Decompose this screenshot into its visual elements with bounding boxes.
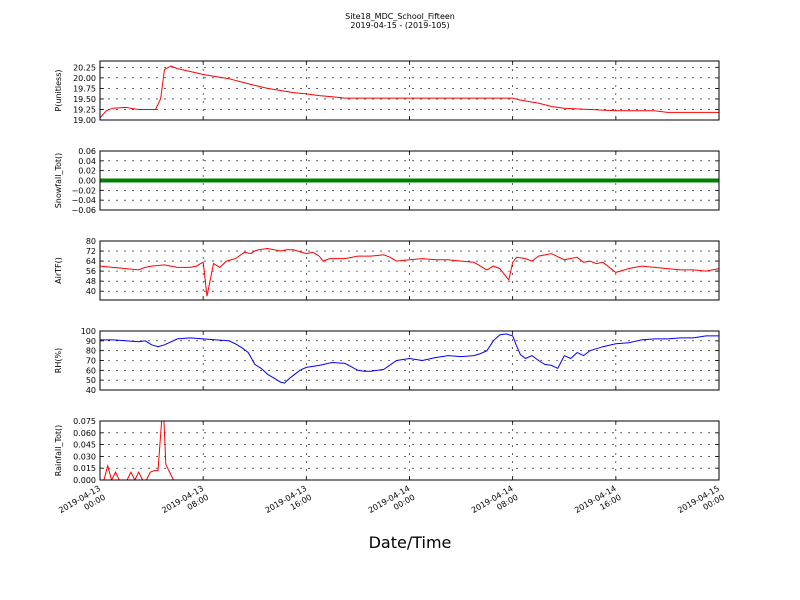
x-axis-label: Date/Time xyxy=(368,533,452,552)
y-tick-label: 80 xyxy=(86,347,96,356)
series-line xyxy=(100,65,719,119)
series-line xyxy=(100,247,719,297)
y-tick-label: 70 xyxy=(86,357,96,366)
y-tick-label: 19.00 xyxy=(73,116,96,125)
y-tick-label: 19.50 xyxy=(73,95,96,104)
y-tick-label: 90 xyxy=(86,337,96,346)
plot-frame xyxy=(99,60,720,121)
plot-frame xyxy=(99,420,720,481)
subplot-2: −0.06−0.04−0.020.000.020.040.06 Snowfall_… xyxy=(54,147,720,215)
y-tick-label: −0.06 xyxy=(71,206,96,215)
y-tick-label: 100 xyxy=(81,327,96,336)
chart-title: Site18_MDC_School_Fifteen xyxy=(345,12,455,21)
y-tick-label: 19.25 xyxy=(73,105,96,114)
y-tick-label: 64 xyxy=(86,257,96,266)
y-axis-label: Snowfall_Tot() xyxy=(54,153,63,209)
plot-frame xyxy=(99,240,720,301)
subplot-5: 0.000 0.015 0.030 0.045 0.060 0.075 Rainfall_T… xyxy=(54,417,720,485)
y-tick-label: 50 xyxy=(86,376,96,385)
y-axis-label: P(unitless) xyxy=(54,69,63,111)
y-tick-label: 40 xyxy=(86,287,96,296)
y-tick-label: 56 xyxy=(86,267,96,276)
series-line xyxy=(100,421,719,480)
y-tick-label: 0.045 xyxy=(73,441,96,450)
plot-frame xyxy=(99,150,720,211)
y-tick-label: −0.02 xyxy=(71,186,96,195)
y-tick-label: 19.75 xyxy=(73,84,96,93)
series-line xyxy=(100,333,719,384)
y-tick-label: 0.015 xyxy=(73,464,96,473)
y-axis-label: RH(%) xyxy=(54,348,63,373)
y-tick-label: 0.06 xyxy=(78,147,96,156)
y-tick-label: 20.25 xyxy=(73,63,96,72)
y-tick-label: 0.00 xyxy=(78,177,96,186)
plot-frame xyxy=(99,330,720,391)
y-tick-label: 80 xyxy=(86,237,96,246)
y-tick-label: 60 xyxy=(86,366,96,375)
y-tick-label: 48 xyxy=(86,277,96,286)
y-axis-label: Rainfall_Tot() xyxy=(54,425,63,477)
y-axis-label: AirTF() xyxy=(54,257,63,284)
y-tick-label: 0.000 xyxy=(73,476,96,485)
y-tick-label: 20.00 xyxy=(73,74,96,83)
y-tick-label: 0.02 xyxy=(78,167,96,176)
y-tick-label: 0.060 xyxy=(73,429,96,438)
y-tick-label: −0.04 xyxy=(71,196,96,205)
chart-subtitle: 2019-04-15 - (2019-105) xyxy=(350,21,450,30)
y-tick-label: 0.04 xyxy=(78,157,96,166)
y-tick-label: 40 xyxy=(86,386,96,395)
y-tick-label: 0.075 xyxy=(73,417,96,426)
y-tick-label: 0.030 xyxy=(73,452,96,461)
y-tick-label: 72 xyxy=(86,247,96,256)
